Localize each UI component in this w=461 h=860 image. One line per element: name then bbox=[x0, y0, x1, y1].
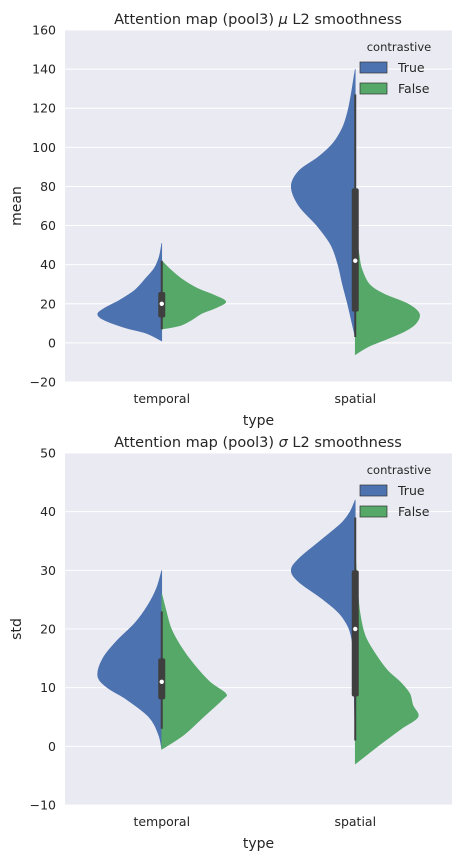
chart-title: Attention map (pool3) μ L2 smoothness bbox=[114, 12, 402, 28]
violins bbox=[97, 499, 419, 765]
x-tick-label: spatial bbox=[334, 391, 376, 406]
violin-false-temporal bbox=[161, 260, 227, 330]
y-axis-label: std bbox=[9, 618, 25, 640]
box-iqr-spatial bbox=[351, 188, 359, 312]
chart-title: Attention map (pool3) σ L2 smoothness bbox=[114, 435, 402, 451]
title-suffix: L2 smoothness bbox=[288, 435, 402, 451]
box-median-spatial bbox=[353, 258, 358, 263]
y-tick-label: 100 bbox=[32, 140, 56, 155]
legend-swatch-true bbox=[359, 484, 388, 497]
y-tick-labels: −20 0 20 40 60 80 100 120 140 160 bbox=[30, 23, 56, 390]
violins bbox=[97, 69, 420, 356]
x-tick-label: temporal bbox=[133, 814, 190, 829]
y-tick-label: 120 bbox=[32, 101, 56, 116]
legend-swatch-false bbox=[359, 82, 388, 95]
y-tick-label: −20 bbox=[30, 375, 56, 390]
y-tick-labels: −10 0 10 20 30 40 50 bbox=[30, 446, 56, 813]
violin-false-temporal bbox=[161, 593, 227, 750]
x-tick-label: temporal bbox=[133, 391, 190, 406]
violin-true-spatial bbox=[290, 69, 356, 338]
title-suffix: L2 smoothness bbox=[288, 12, 402, 28]
x-axis-label: type bbox=[243, 413, 274, 429]
y-tick-label: −10 bbox=[30, 798, 56, 813]
title-symbol: μ bbox=[278, 12, 288, 28]
violin-false-spatial bbox=[354, 552, 419, 765]
title-prefix: Attention map (pool3) bbox=[114, 435, 278, 451]
legend-label-true: True bbox=[397, 60, 425, 75]
x-tick-labels: temporal spatial bbox=[133, 814, 376, 829]
y-tick-label: 40 bbox=[40, 504, 56, 519]
legend-swatch-false bbox=[359, 505, 388, 518]
violin-true-temporal bbox=[97, 243, 163, 342]
box-iqr-spatial bbox=[351, 570, 359, 697]
box-plots bbox=[158, 94, 359, 338]
y-tick-label: 40 bbox=[40, 257, 56, 272]
x-axis-label: type bbox=[243, 836, 274, 852]
box-plots bbox=[158, 517, 359, 741]
y-tick-label: 80 bbox=[40, 179, 56, 194]
legend: contrastive True False bbox=[359, 463, 432, 519]
legend-title: contrastive bbox=[367, 463, 432, 477]
legend: contrastive True False bbox=[359, 40, 432, 96]
box-median-temporal bbox=[159, 301, 164, 306]
grid-lines bbox=[65, 452, 452, 806]
y-tick-label: 0 bbox=[48, 739, 56, 754]
violin-true-temporal bbox=[97, 570, 163, 750]
y-tick-label: 50 bbox=[40, 446, 56, 461]
y-tick-label: 160 bbox=[32, 23, 56, 38]
legend-label-false: False bbox=[398, 81, 430, 96]
y-tick-label: 0 bbox=[48, 335, 56, 350]
x-tick-label: spatial bbox=[334, 814, 376, 829]
y-tick-label: 30 bbox=[40, 563, 56, 578]
legend-label-true: True bbox=[397, 483, 425, 498]
violin-false-spatial bbox=[354, 229, 420, 356]
legend-swatch-true bbox=[359, 61, 388, 74]
legend-label-false: False bbox=[398, 504, 430, 519]
x-tick-labels: temporal spatial bbox=[133, 391, 376, 406]
y-tick-label: 20 bbox=[40, 622, 56, 637]
title-prefix: Attention map (pool3) bbox=[114, 12, 278, 28]
y-tick-label: 60 bbox=[40, 218, 56, 233]
title-symbol: σ bbox=[279, 435, 289, 451]
y-axis-label: mean bbox=[9, 186, 25, 226]
chart-std-smoothness: Attention map (pool3) σ L2 smoothness −1… bbox=[9, 435, 452, 852]
y-tick-label: 10 bbox=[40, 680, 56, 695]
legend-title: contrastive bbox=[367, 40, 432, 54]
box-median-temporal bbox=[159, 679, 164, 684]
y-tick-label: 20 bbox=[40, 296, 56, 311]
y-tick-label: 140 bbox=[32, 62, 56, 77]
box-iqr-temporal bbox=[158, 658, 166, 700]
chart-mean-smoothness: Attention map (pool3) μ L2 smoothness −2… bbox=[9, 12, 452, 429]
box-median-spatial bbox=[353, 626, 358, 632]
